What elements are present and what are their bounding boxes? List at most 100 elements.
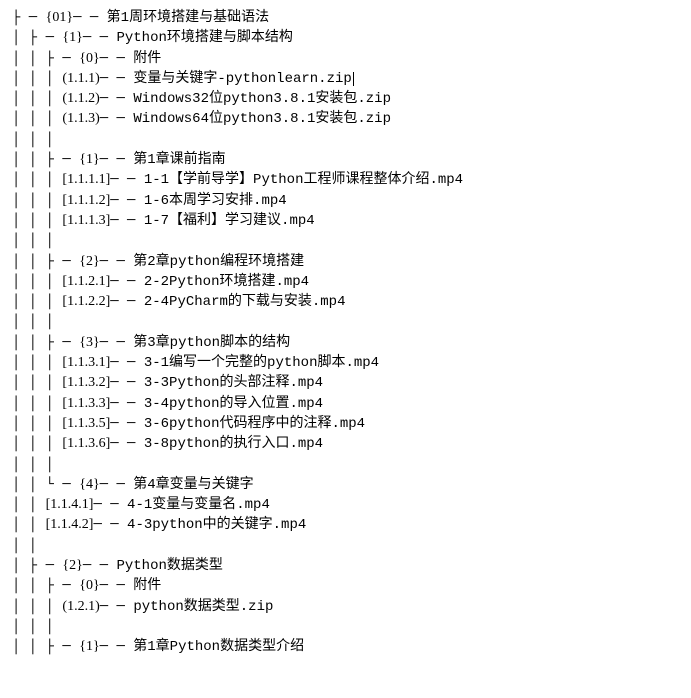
tree-row: │ │ ├ ─ {0}─ ─ 附件 [12, 49, 683, 69]
tree-row: │ │ │ [1.1.2.2]─ ─ 2-4PyCharm的下载与安装.mp4 [12, 292, 683, 312]
tree-row: │ │ │ [12, 231, 683, 251]
node-label: ─ ─ 第2章python编程环境搭建 [100, 254, 304, 270]
tree-row: │ │ ├ ─ {1}─ ─ 第1章Python数据类型介绍 [12, 637, 683, 657]
tree-prefix: │ │ │ [12, 436, 62, 452]
node-label: ─ ─ 附件 [100, 578, 162, 594]
tree-prefix: │ │ │ [12, 274, 62, 290]
node-label: ─ ─ 第3章python脚本的结构 [100, 335, 290, 351]
tree-row: │ │ │ [1.1.3.5]─ ─ 3-6python代码程序中的注释.mp4 [12, 414, 683, 434]
tree-prefix: │ │ │ [12, 213, 62, 229]
tree-row: │ │ │ [1.1.3.6]─ ─ 3-8python的执行入口.mp4 [12, 434, 683, 454]
node-label: ─ ─ 3-6python代码程序中的注释.mp4 [110, 416, 365, 432]
node-label: ─ ─ 3-3Python的头部注释.mp4 [110, 375, 323, 391]
tree-row: │ │ │ [1.1.1.2]─ ─ 1-6本周学习安排.mp4 [12, 191, 683, 211]
tree-row: │ │ │ [12, 312, 683, 332]
tree-prefix: │ │ ├ ─ [12, 254, 79, 270]
node-label: ─ ─ 4-3python中的关键字.mp4 [93, 517, 306, 533]
tree-prefix: │ │ │ [12, 457, 54, 473]
node-bracket: [1.1.4.2] [46, 517, 94, 532]
node-label: ─ ─ 第1章课前指南 [100, 152, 226, 168]
tree-prefix: │ │ ├ ─ [12, 335, 79, 351]
node-label: ─ ─ Windows32位python3.8.1安装包.zip [100, 91, 391, 107]
tree-row: │ │ [12, 536, 683, 556]
node-bracket: [1.1.4.1] [46, 497, 94, 512]
tree-prefix: │ ├ ─ [12, 30, 62, 46]
tree-row: │ │ │ (1.1.1)─ ─ 变量与关键字-pythonlearn.zip [12, 69, 683, 89]
node-label: ─ ─ 1-7【福利】学习建议.mp4 [110, 213, 314, 229]
tree-row: │ │ │ [1.1.1.1]─ ─ 1-1【学前导学】Python工程师课程整… [12, 170, 683, 190]
tree-prefix: │ │ ├ ─ [12, 578, 79, 594]
tree-row: │ │ │ [12, 617, 683, 637]
tree-row: │ │ │ (1.1.2)─ ─ Windows32位python3.8.1安装… [12, 89, 683, 109]
node-bracket: {3} [79, 335, 99, 350]
node-bracket: [1.1.3.3] [62, 396, 110, 411]
node-label: ─ ─ 2-2Python环境搭建.mp4 [110, 274, 309, 290]
node-bracket: (1.1.2) [62, 91, 99, 106]
tree-row: │ │ │ [1.1.2.1]─ ─ 2-2Python环境搭建.mp4 [12, 272, 683, 292]
node-bracket: [1.1.2.1] [62, 274, 110, 289]
tree-prefix: │ │ │ [12, 132, 54, 148]
node-bracket: {1} [79, 152, 99, 167]
tree-prefix: │ │ │ [12, 91, 62, 107]
node-bracket: {2} [79, 254, 99, 269]
node-label: ─ ─ 第4章变量与关键字 [100, 477, 254, 493]
tree-prefix: │ │ │ [12, 619, 54, 635]
tree-row: │ │ │ [1.1.3.3]─ ─ 3-4python的导入位置.mp4 [12, 394, 683, 414]
tree-row: │ │ [1.1.4.2]─ ─ 4-3python中的关键字.mp4 [12, 515, 683, 535]
node-bracket: {1} [62, 30, 82, 45]
tree-row: ├ ─ {01}─ ─ 第1周环境搭建与基础语法 [12, 8, 683, 28]
text-cursor [353, 72, 354, 86]
node-label: ─ ─ Python数据类型 [83, 558, 223, 574]
tree-prefix: │ │ │ [12, 396, 62, 412]
tree-prefix: │ │ [12, 517, 46, 533]
node-label: ─ ─ 1-1【学前导学】Python工程师课程整体介绍.mp4 [110, 172, 463, 188]
tree-row: │ │ │ [1.1.3.2]─ ─ 3-3Python的头部注释.mp4 [12, 373, 683, 393]
node-label: ─ ─ 2-4PyCharm的下载与安装.mp4 [110, 294, 345, 310]
tree-row: │ │ │ (1.2.1)─ ─ python数据类型.zip [12, 597, 683, 617]
node-label: ─ ─ Windows64位python3.8.1安装包.zip [100, 111, 391, 127]
tree-prefix: │ │ │ [12, 193, 62, 209]
node-bracket: [1.1.3.1] [62, 355, 110, 370]
node-label: ─ ─ 4-1变量与变量名.mp4 [93, 497, 269, 513]
tree-prefix: │ ├ ─ [12, 558, 62, 574]
node-label: ─ ─ 变量与关键字-pythonlearn.zip [100, 71, 352, 87]
tree-prefix: ├ ─ [12, 10, 46, 26]
tree-prefix: │ │ │ [12, 375, 62, 391]
tree-row: │ │ │ [12, 130, 683, 150]
tree-row: │ │ ├ ─ {0}─ ─ 附件 [12, 576, 683, 596]
tree-prefix: │ │ └ ─ [12, 477, 79, 493]
tree-row: │ │ │ [1.1.3.1]─ ─ 3-1编写一个完整的python脚本.mp… [12, 353, 683, 373]
tree-row: │ │ │ [1.1.1.3]─ ─ 1-7【福利】学习建议.mp4 [12, 211, 683, 231]
node-label: ─ ─ python数据类型.zip [100, 599, 274, 615]
tree-row: │ │ [1.1.4.1]─ ─ 4-1变量与变量名.mp4 [12, 495, 683, 515]
node-bracket: [1.1.3.5] [62, 416, 110, 431]
node-label: ─ ─ Python环境搭建与脚本结构 [83, 30, 293, 46]
node-bracket: [1.1.3.6] [62, 436, 110, 451]
node-bracket: (1.1.1) [62, 71, 99, 86]
node-label: ─ ─ 第1周环境搭建与基础语法 [73, 10, 269, 26]
tree-row: │ │ └ ─ {4}─ ─ 第4章变量与关键字 [12, 475, 683, 495]
tree-prefix: │ │ │ [12, 355, 62, 371]
tree-prefix: │ │ ├ ─ [12, 51, 79, 67]
node-label: ─ ─ 3-1编写一个完整的python脚本.mp4 [110, 355, 379, 371]
node-bracket: (1.2.1) [62, 599, 99, 614]
tree-row: │ ├ ─ {2}─ ─ Python数据类型 [12, 556, 683, 576]
tree-prefix: │ │ │ [12, 71, 62, 87]
tree-prefix: │ │ │ [12, 172, 62, 188]
node-bracket: [1.1.3.2] [62, 375, 110, 390]
node-bracket: {4} [79, 477, 99, 492]
node-bracket: {1} [79, 639, 99, 654]
tree-row: │ │ ├ ─ {1}─ ─ 第1章课前指南 [12, 150, 683, 170]
tree-prefix: │ │ │ [12, 111, 62, 127]
tree-prefix: │ │ [12, 497, 46, 513]
node-bracket: [1.1.1.2] [62, 193, 110, 208]
node-bracket: {2} [62, 558, 82, 573]
node-bracket: [1.1.1.1] [62, 172, 110, 187]
tree-prefix: │ │ ├ ─ [12, 152, 79, 168]
node-label: ─ ─ 3-4python的导入位置.mp4 [110, 396, 323, 412]
node-bracket: [1.1.2.2] [62, 294, 110, 309]
node-bracket: {0} [79, 51, 99, 66]
tree-prefix: │ │ │ [12, 233, 54, 249]
tree-row: │ │ ├ ─ {2}─ ─ 第2章python编程环境搭建 [12, 252, 683, 272]
tree-prefix: │ │ [12, 538, 37, 554]
